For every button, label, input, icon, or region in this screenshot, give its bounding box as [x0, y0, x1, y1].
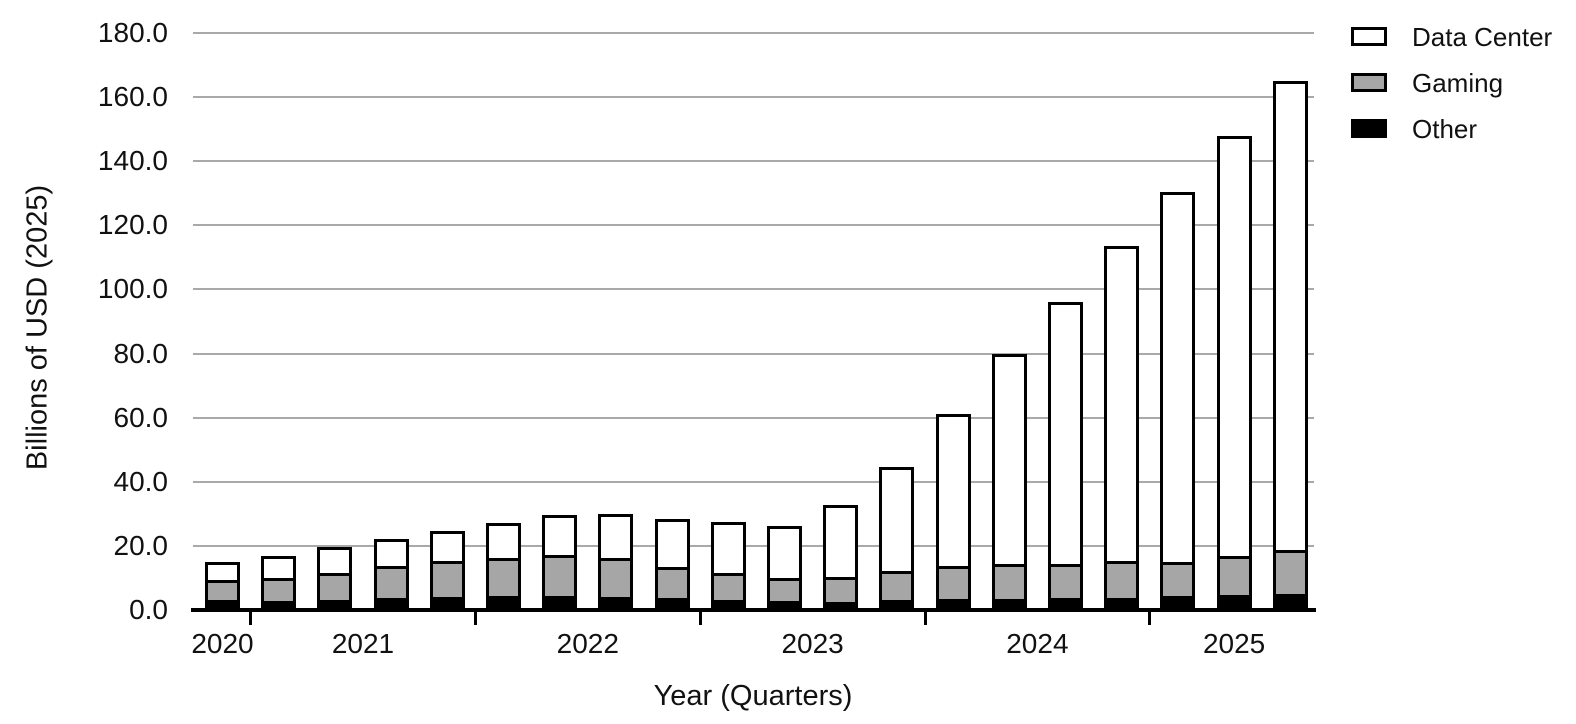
legend-item-gaming: Gaming: [1351, 70, 1552, 96]
x-tick-label-2021: 2021: [331, 628, 395, 659]
gridline: [193, 96, 1314, 99]
x-tick-label-2025: 2025: [1202, 628, 1266, 659]
bar-segment-other: [489, 595, 518, 607]
bar-segment-other: [1107, 597, 1137, 607]
bar-segment-other: [657, 597, 687, 607]
bar-2022-q3: [598, 513, 634, 610]
gridline: [193, 544, 1314, 547]
y-tick-label: 160.0: [97, 81, 168, 113]
legend-swatch-gaming-icon: [1351, 73, 1387, 92]
bar-2024-q3: [1048, 302, 1083, 610]
bar-segment-other: [1051, 598, 1080, 607]
bar-segment-other: [264, 600, 294, 607]
bar-segment-other: [826, 601, 856, 607]
bar-segment-other: [601, 596, 631, 607]
bar-2020-q4: [205, 561, 240, 610]
x-axis-title: Year (Quarters): [653, 680, 853, 712]
x-tick-label-2020: 2020: [191, 628, 254, 659]
bar-2025-q3: [1272, 81, 1308, 610]
y-tick-label: 40.0: [113, 465, 169, 497]
x-axis-tick: [473, 612, 477, 625]
bar-2025-q2: [1216, 135, 1252, 610]
x-axis-tick: [698, 612, 702, 625]
legend-swatch-data-center-icon: [1351, 27, 1387, 46]
bar-2021-q3: [373, 539, 409, 610]
bar-2022-q1: [486, 522, 521, 610]
bar-segment-other: [938, 599, 968, 607]
bar-2024-q1: [935, 414, 971, 610]
legend-item-other: Other: [1351, 116, 1552, 142]
bar-segment-other: [1219, 594, 1249, 607]
bar-segment-other: [1163, 595, 1193, 607]
bar-2023-q4: [879, 467, 915, 610]
bar-2023-q2: [767, 526, 802, 610]
bar-segment-other: [320, 600, 350, 607]
y-tick-label: 140.0: [97, 145, 168, 177]
bar-segment-other: [1275, 593, 1305, 607]
gridline: [193, 32, 1314, 34]
bar-segment-other: [713, 600, 743, 607]
y-tick-label: 80.0: [113, 337, 169, 369]
y-tick-label: 20.0: [113, 529, 169, 561]
bar-segment-other: [208, 600, 237, 607]
chart-legend: Data Center Gaming Other: [1351, 24, 1552, 165]
bar-segment-other: [882, 600, 912, 607]
x-tick-label-2023: 2023: [781, 628, 844, 659]
y-tick-label: 0.0: [129, 594, 168, 625]
bar-segment-other: [432, 597, 462, 607]
bar-2025-q1: [1160, 191, 1196, 610]
bar-2022-q2: [542, 515, 578, 610]
bar-2022-q4: [654, 518, 690, 610]
y-tick-label: 60.0: [113, 401, 169, 433]
gridline: [193, 480, 1314, 483]
x-tick-label-2022: 2022: [556, 628, 619, 659]
y-tick-label: 120.0: [97, 209, 168, 241]
gridline: [193, 416, 1314, 419]
gridline: [193, 224, 1314, 227]
bar-segment-other: [994, 599, 1024, 607]
x-axis-tick: [1148, 612, 1152, 625]
legend-swatch-other-icon: [1351, 119, 1387, 138]
bar-2024-q2: [991, 353, 1027, 610]
legend-label-gaming: Gaming: [1412, 67, 1504, 98]
bar-segment-other: [376, 598, 406, 607]
bar-2021-q4: [429, 531, 465, 610]
gridline: [193, 352, 1314, 355]
y-tick-label: 100.0: [97, 273, 168, 305]
bar-2024-q4: [1104, 246, 1140, 610]
x-axis-tick: [249, 612, 253, 625]
legend-item-data-center: Data Center: [1351, 24, 1552, 50]
bar-2023-q3: [823, 505, 859, 610]
bar-2021-q1: [261, 555, 297, 610]
x-axis-line: [191, 608, 1316, 612]
gridline: [193, 288, 1314, 291]
bar-segment-other: [545, 595, 575, 607]
legend-label-data-center: Data Center: [1412, 21, 1553, 52]
bar-2021-q2: [317, 547, 353, 610]
y-axis-title: Billions of USD (2025): [21, 184, 54, 471]
bar-2023-q1: [710, 522, 746, 610]
x-axis-tick: [923, 612, 927, 625]
legend-label-other: Other: [1412, 113, 1478, 144]
gridline: [193, 160, 1314, 163]
x-tick-label-2024: 2024: [1006, 628, 1069, 659]
y-tick-label: 180.0: [97, 17, 168, 48]
bar-segment-other: [770, 601, 799, 607]
